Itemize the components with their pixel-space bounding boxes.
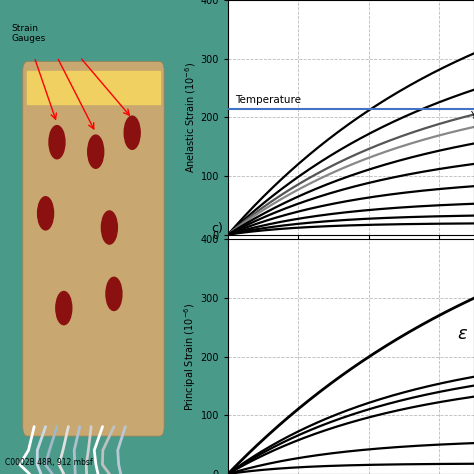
Text: Y: Y	[470, 111, 474, 121]
Circle shape	[124, 116, 140, 149]
Y-axis label: Principal Strain $(10^{-6})$: Principal Strain $(10^{-6})$	[182, 302, 198, 411]
Text: $\varepsilon$: $\varepsilon$	[457, 325, 468, 343]
Text: c): c)	[211, 222, 223, 235]
Circle shape	[56, 292, 72, 325]
Circle shape	[88, 135, 104, 168]
Circle shape	[49, 126, 65, 159]
FancyBboxPatch shape	[23, 62, 164, 436]
Text: Temperature: Temperature	[235, 95, 301, 105]
Bar	[27, 71, 160, 104]
Circle shape	[37, 197, 54, 230]
Circle shape	[101, 211, 118, 244]
Text: Strain
Gauges: Strain Gauges	[11, 24, 46, 43]
Y-axis label: Anelastic Strain $(10^{-6})$: Anelastic Strain $(10^{-6})$	[183, 62, 198, 173]
Circle shape	[106, 277, 122, 310]
Text: C0002B 48R, 912 mbsf: C0002B 48R, 912 mbsf	[5, 458, 92, 467]
